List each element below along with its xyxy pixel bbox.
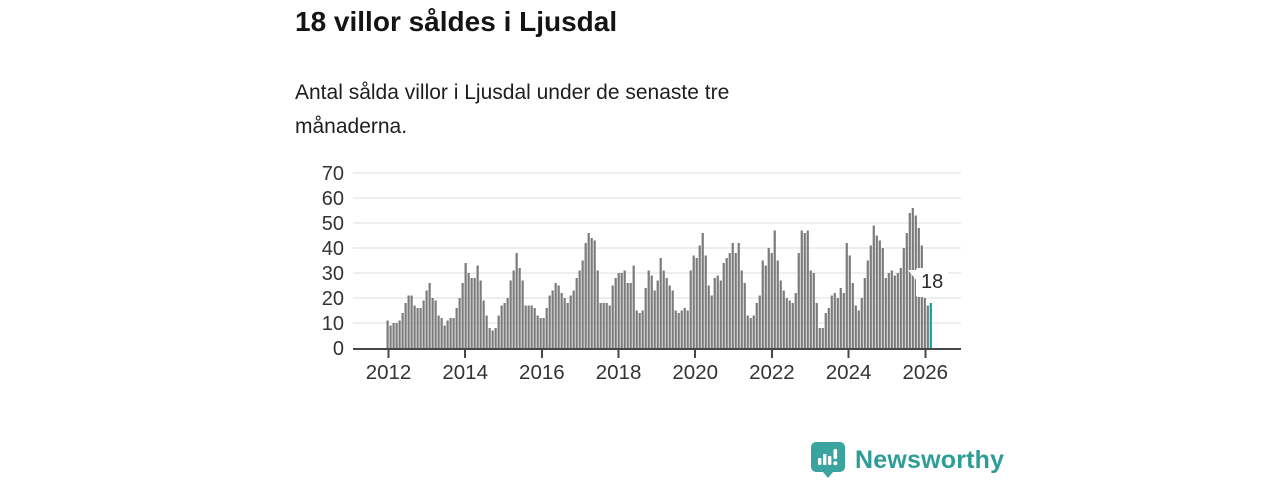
svg-text:2012: 2012 bbox=[366, 361, 412, 384]
svg-text:2024: 2024 bbox=[826, 361, 872, 384]
chart-subtitle: Antal sålda villor i Ljusdal under de se… bbox=[295, 76, 875, 144]
svg-text:2018: 2018 bbox=[596, 361, 642, 384]
newsworthy-logo-icon bbox=[811, 442, 845, 478]
svg-text:20: 20 bbox=[322, 288, 344, 310]
newsworthy-logo[interactable]: Newsworthy bbox=[810, 440, 1004, 480]
svg-text:2014: 2014 bbox=[442, 361, 488, 384]
svg-text:30: 30 bbox=[322, 263, 344, 285]
svg-text:2016: 2016 bbox=[519, 361, 565, 384]
svg-text:2020: 2020 bbox=[672, 361, 718, 384]
value-callout: 18 bbox=[907, 268, 949, 297]
svg-text:2022: 2022 bbox=[749, 361, 795, 384]
svg-text:70: 70 bbox=[322, 163, 344, 185]
svg-text:2026: 2026 bbox=[902, 361, 948, 384]
svg-text:60: 60 bbox=[322, 188, 344, 210]
chart-subtitle-line2: månaderna. bbox=[295, 115, 408, 138]
page-title: 18 villor såldes i Ljusdal bbox=[295, 6, 618, 37]
svg-text:10: 10 bbox=[322, 313, 344, 335]
value-callout-label: 18 bbox=[921, 271, 944, 293]
chart-subtitle-line1: Antal sålda villor i Ljusdal under de se… bbox=[295, 81, 730, 104]
svg-text:0: 0 bbox=[333, 338, 344, 360]
svg-text:40: 40 bbox=[322, 238, 344, 260]
newsworthy-logo-text: Newsworthy bbox=[855, 445, 1005, 474]
svg-text:50: 50 bbox=[322, 213, 344, 235]
